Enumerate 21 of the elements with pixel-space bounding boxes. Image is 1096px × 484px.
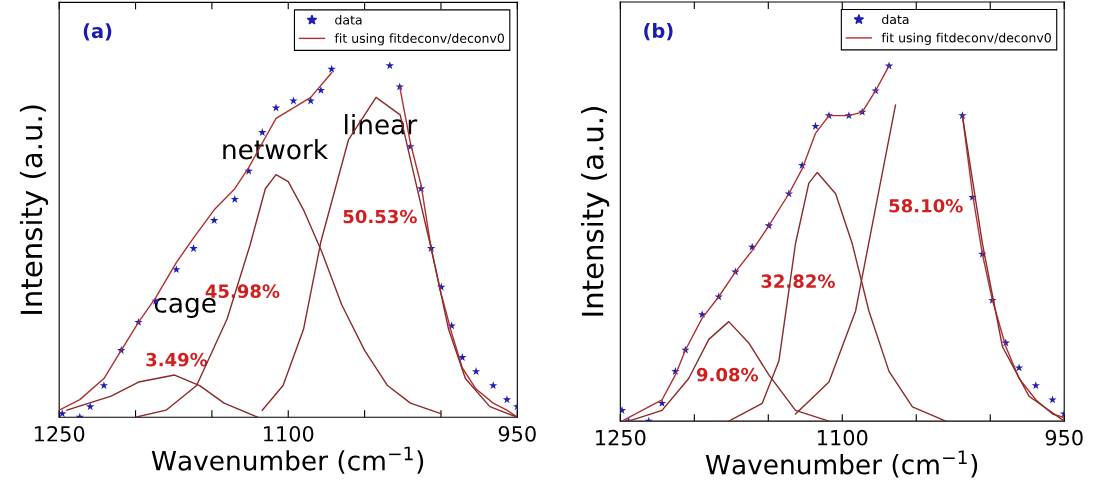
x-tick-label: 950 <box>1045 429 1083 446</box>
x-axis-title: Wavenumber (cm$^{−1}$) <box>151 446 424 474</box>
x-tick-label: 1250 <box>34 425 85 442</box>
annotation: 3.49% <box>146 352 208 367</box>
y-axis-title: Intensity (a.u.) <box>19 105 49 314</box>
x-tick-label: 1250 <box>596 429 646 446</box>
y-axis-title: Intensity (a.u.) <box>581 107 610 316</box>
legend-label: data <box>882 14 909 25</box>
annotation: cage <box>154 297 216 318</box>
chart-title: (b) <box>644 22 673 41</box>
legend-label: fit using fitdeconv/deconv0 <box>334 33 504 46</box>
x-tick-label: 1100 <box>264 425 314 442</box>
chart-title: (a) <box>83 23 112 41</box>
x-tick-label: 950 <box>498 425 536 442</box>
x-tick-label: 1100 <box>818 429 868 446</box>
legend-label: fit using fitdeconv/deconv0 <box>881 32 1051 45</box>
annotation: 9.08% <box>696 367 759 382</box>
annotation: 50.53% <box>343 209 417 224</box>
legend-label: data <box>335 14 362 25</box>
annotation: 58.10% <box>889 198 963 213</box>
x-axis-title: Wavenumber (cm$^{−1}$) <box>705 450 978 478</box>
